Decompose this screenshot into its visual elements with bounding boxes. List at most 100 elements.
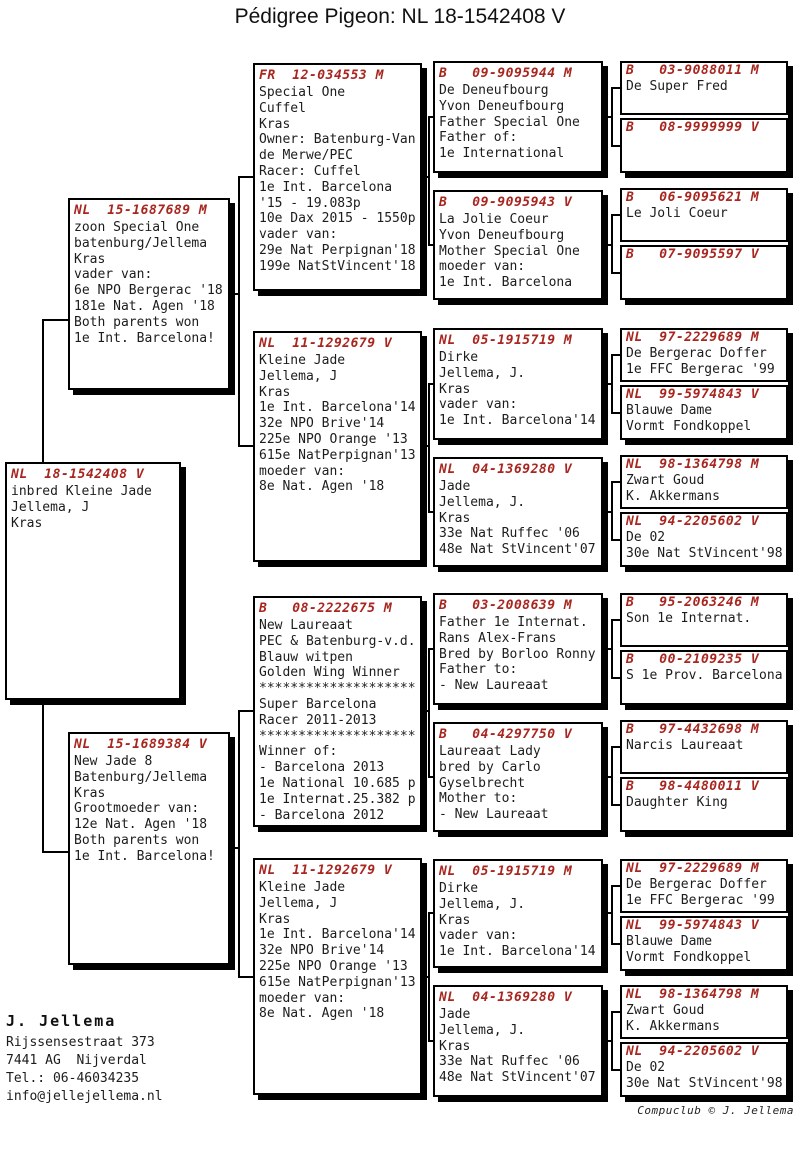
ring-number: B 97-4432698 M <box>626 722 760 737</box>
connector-fm <box>422 383 433 513</box>
pedigree-box-mf: B 08-2222675 M New Laureaat PEC & Batenb… <box>253 596 422 827</box>
pedigree-box-mm: NL 11-1292679 V Kleine Jade Jellema, J K… <box>253 858 422 1095</box>
ring-number: B 03-9088011 M <box>626 63 760 78</box>
connector-ffm <box>603 214 620 274</box>
pigeon-details: Le Joli Coeur <box>626 206 728 221</box>
ring-number: NL 98-1364798 M <box>626 457 760 472</box>
pedigree-pair-mfff-mffm: B 95-2063246 M Son 1e Internat. B 00-210… <box>620 593 788 705</box>
pedigree-box-ffff: B 03-9088011 M De Super Fred <box>620 61 788 115</box>
page-title: Pédigree Pigeon: NL 18-1542408 V <box>234 5 566 28</box>
pigeon-details: Zwart Goud K. Akkermans <box>626 1003 720 1034</box>
ring-number: NL 11-1292679 V <box>259 863 393 878</box>
pigeon-details: Kleine Jade Jellema, J Kras 1e Int. Barc… <box>259 353 416 495</box>
pigeon-details: Blauwe Dame Vormt Fondkoppel <box>626 403 752 434</box>
software-credit: Compuclub © J. Jellema <box>637 1104 794 1117</box>
ring-number: NL 05-1915719 M <box>439 864 573 879</box>
connector-mother-grandparents <box>230 710 253 978</box>
ring-number: FR 12-034553 M <box>259 68 384 83</box>
pedigree-pair-mfmf-mfmm: B 97-4432698 M Narcis Laureaat B 98-4480… <box>620 720 788 832</box>
ring-number: B 09-9095944 M <box>439 66 573 81</box>
pigeon-details: zoon Special One batenburg/Jellema Kras … <box>74 220 223 346</box>
ring-number: NL 97-2229689 M <box>626 861 760 876</box>
pedigree-box-ff: FR 12-034553 M Special One Cuffel Kras O… <box>253 63 422 291</box>
pigeon-details: Special One Cuffel Kras Owner: Batenburg… <box>259 85 416 274</box>
pigeon-details: Narcis Laureaat <box>626 738 744 753</box>
ring-number: NL 94-2205602 V <box>626 514 760 529</box>
pigeon-details: Laureaat Lady bred by Carlo Gyselbrecht … <box>439 744 549 823</box>
pedigree-box-mmm: NL 04-1369280 V Jade Jellema, J. Kras 33… <box>433 985 603 1097</box>
ring-number: NL 04-1369280 V <box>439 990 573 1005</box>
pedigree-box-fmm: NL 04-1369280 V Jade Jellema, J. Kras 33… <box>433 457 603 567</box>
ring-number: NL 99-5974843 V <box>626 387 760 402</box>
connector-mmf <box>603 885 620 945</box>
ring-number: NL 15-1687689 M <box>74 203 208 218</box>
pigeon-details: Father 1e Internat. Rans Alex-Frans Bred… <box>439 615 596 694</box>
pedigree-box-fm: NL 11-1292679 V Kleine Jade Jellema, J K… <box>253 331 422 562</box>
pedigree-box-mmfm: NL 99-5974843 V Blauwe Dame Vormt Fondko… <box>620 916 788 971</box>
ring-number: NL 99-5974843 V <box>626 918 760 933</box>
pedigree-box-fmf: NL 05-1915719 M Dirke Jellema, J. Kras v… <box>433 328 603 440</box>
pedigree-box-father: NL 15-1687689 M zoon Special One batenbu… <box>68 198 230 390</box>
pigeon-details: Blauwe Dame Vormt Fondkoppel <box>626 934 752 965</box>
ring-number: B 04-4297750 V <box>439 727 573 742</box>
pigeon-details: S 1e Prov. Barcelona <box>626 668 783 683</box>
pedigree-box-mmf: NL 05-1915719 M Dirke Jellema, J. Kras v… <box>433 859 603 968</box>
pedigree-box-ffmm: B 07-9095597 V <box>620 245 788 300</box>
pedigree-box-ffm: B 09-9095943 V La Jolie Coeur Yvon Deneu… <box>433 190 603 300</box>
ring-number: NL 05-1915719 M <box>439 333 573 348</box>
pedigree-pair-fmff-fmfm: NL 97-2229689 M De Bergerac Doffer 1e FF… <box>620 328 788 440</box>
pedigree-pair-mmff-mmfm: NL 97-2229689 M De Bergerac Doffer 1e FF… <box>620 859 788 971</box>
ring-number: B 03-2008639 M <box>439 598 573 613</box>
connector-mm <box>422 912 433 1042</box>
connector-mf <box>422 648 433 778</box>
ring-number: NL 98-1364798 M <box>626 987 760 1002</box>
pigeon-details: Kleine Jade Jellema, J Kras 1e Int. Barc… <box>259 880 416 1022</box>
pedigree-pair-ffff-fffm: B 03-9088011 M De Super Fred B 08-999999… <box>620 61 788 173</box>
ring-number: B 06-9095621 M <box>626 190 760 205</box>
pigeon-details: Dirke Jellema, J. Kras vader van: 1e Int… <box>439 350 596 429</box>
connector-mmm <box>603 1011 620 1071</box>
pigeon-details: De Bergerac Doffer 1e FFC Bergerac '99 <box>626 877 775 908</box>
ring-number: B 07-9095597 V <box>626 247 760 262</box>
pigeon-details: Jade Jellema, J. Kras 33e Nat Ruffec '06… <box>439 479 596 558</box>
pigeon-details: Son 1e Internat. <box>626 611 752 626</box>
pigeon-details: Jade Jellema, J. Kras 33e Nat Ruffec '06… <box>439 1007 596 1086</box>
pigeon-details: De Deneufbourg Yvon Deneufbourg Father S… <box>439 83 580 162</box>
pedigree-pair-ffmf-ffmm: B 06-9095621 M Le Joli Coeur B 07-909559… <box>620 188 788 300</box>
ring-number: B 95-2063246 M <box>626 595 760 610</box>
pedigree-box-mmmf: NL 98-1364798 M Zwart Goud K. Akkermans <box>620 985 788 1039</box>
ring-number: NL 18-1542408 V <box>11 467 145 482</box>
pedigree-box-mffm: B 00-2109235 V S 1e Prov. Barcelona <box>620 650 788 705</box>
ring-number: NL 04-1369280 V <box>439 462 573 477</box>
pedigree-box-fmmm: NL 94-2205602 V De 02 30e Nat StVincent'… <box>620 512 788 567</box>
ring-number: NL 11-1292679 V <box>259 336 393 351</box>
pedigree-box-fffm: B 08-9999999 V <box>620 118 788 173</box>
pigeon-details: inbred Kleine Jade Jellema, J Kras <box>11 484 152 531</box>
connector-father-grandparents <box>230 176 253 447</box>
pigeon-details: De 02 30e Nat StVincent'98 <box>626 1060 783 1091</box>
pigeon-details: Zwart Goud K. Akkermans <box>626 473 720 504</box>
pedigree-box-mfmf: B 97-4432698 M Narcis Laureaat <box>620 720 788 774</box>
pedigree-box-fmff: NL 97-2229689 M De Bergerac Doffer 1e FF… <box>620 328 788 382</box>
pigeon-details: New Jade 8 Batenburg/Jellema Kras Grootm… <box>74 754 215 864</box>
connector-fmm <box>603 481 620 541</box>
pigeon-details: De Bergerac Doffer 1e FFC Bergerac '99 <box>626 346 775 377</box>
pedigree-box-mfff: B 95-2063246 M Son 1e Internat. <box>620 593 788 647</box>
pedigree-pair-fmmf-fmmm: NL 98-1364798 M Zwart Goud K. Akkermans … <box>620 455 788 567</box>
pedigree-box-mother: NL 15-1689384 V New Jade 8 Batenburg/Jel… <box>68 732 230 965</box>
ring-number: B 00-2109235 V <box>626 652 760 667</box>
connector-fmf <box>603 354 620 414</box>
pedigree-box-mfmm: B 98-4480011 V Daughter King <box>620 777 788 832</box>
pedigree-box-fmfm: NL 99-5974843 V Blauwe Dame Vormt Fondko… <box>620 385 788 440</box>
breeder-address: Rijssensestraat 373 7441 AG Nijverdal Te… <box>6 1035 163 1104</box>
pedigree-box-mff: B 03-2008639 M Father 1e Internat. Rans … <box>433 593 603 705</box>
connector-fff <box>603 87 620 147</box>
breeder-name: J. Jellema <box>6 1012 117 1030</box>
pigeon-details: Daughter King <box>626 795 728 810</box>
pigeon-details: Dirke Jellema, J. Kras vader van: 1e Int… <box>439 881 596 960</box>
pigeon-details: De 02 30e Nat StVincent'98 <box>626 530 783 561</box>
pedigree-pair-mmmf-mmmm: NL 98-1364798 M Zwart Goud K. Akkermans … <box>620 985 788 1097</box>
pedigree-box-mmff: NL 97-2229689 M De Bergerac Doffer 1e FF… <box>620 859 788 913</box>
pedigree-box-fmmf: NL 98-1364798 M Zwart Goud K. Akkermans <box>620 455 788 509</box>
